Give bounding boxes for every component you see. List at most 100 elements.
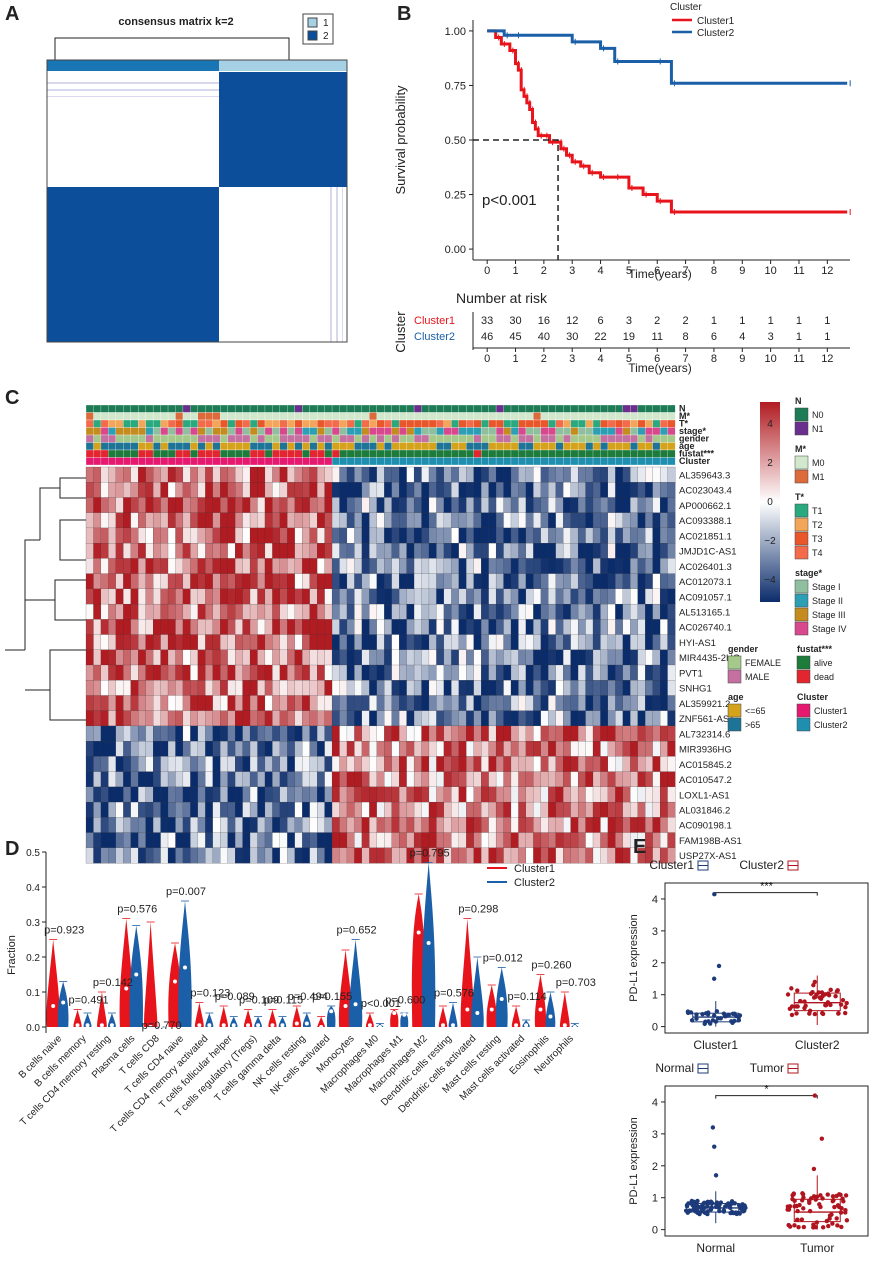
heatmap-cell bbox=[548, 847, 557, 864]
heatmap-cell bbox=[279, 786, 288, 803]
heatmap-cell bbox=[585, 695, 594, 712]
annotation-cell bbox=[220, 427, 229, 436]
heatmap-cell bbox=[100, 741, 109, 757]
risk-count: 1 bbox=[824, 331, 830, 343]
annotation-cell bbox=[212, 457, 221, 466]
heatmap-cell bbox=[212, 558, 221, 575]
violin-cluster2-median bbox=[475, 1011, 480, 1015]
heatmap-cell bbox=[354, 756, 363, 773]
heatmap-cell bbox=[339, 756, 348, 773]
annotation-cell bbox=[167, 427, 176, 436]
violin-ytick-label: 0.1 bbox=[26, 988, 40, 999]
heatmap-cell bbox=[645, 482, 654, 498]
annotation-cell bbox=[406, 427, 415, 436]
heatmap-cell bbox=[272, 527, 281, 544]
heatmap-cell bbox=[384, 512, 393, 529]
heatmap-cell bbox=[466, 847, 475, 864]
heatmap-cell bbox=[175, 497, 184, 514]
heatmap-cell bbox=[428, 786, 437, 803]
annotation-cell bbox=[563, 427, 572, 436]
heatmap-cell bbox=[637, 482, 646, 498]
heatmap-cell bbox=[317, 664, 325, 681]
heatmap-cell bbox=[212, 817, 221, 833]
heatmap-cell bbox=[220, 619, 229, 635]
heatmap-cell bbox=[369, 832, 378, 849]
heatmap-cell bbox=[212, 771, 221, 788]
heatmap-cell bbox=[585, 619, 594, 635]
heatmap-cell bbox=[130, 725, 139, 742]
heatmap-cell bbox=[510, 771, 519, 788]
heatmap-cell bbox=[287, 756, 296, 773]
annotation-cell bbox=[152, 427, 162, 436]
heatmap-cell bbox=[227, 786, 236, 803]
heatmap-cell bbox=[257, 680, 266, 696]
heatmap-cell bbox=[458, 786, 467, 803]
heatmap-cell bbox=[607, 543, 616, 559]
heatmap-cell bbox=[167, 817, 176, 833]
heatmap-cell bbox=[279, 801, 288, 818]
heatmap-cell bbox=[249, 801, 258, 818]
heatmap-cell bbox=[153, 588, 161, 605]
heatmap-cell bbox=[197, 741, 206, 757]
color-scale-tick-label: 0 bbox=[767, 497, 773, 508]
heatmap-cell bbox=[428, 756, 437, 773]
box-point bbox=[729, 1199, 735, 1204]
heatmap-cell bbox=[376, 756, 385, 773]
heatmap-cell bbox=[607, 512, 616, 529]
heatmap-cell bbox=[399, 482, 408, 498]
annotation-cell bbox=[607, 427, 616, 436]
legend-title: gender bbox=[728, 644, 759, 654]
heatmap-cell bbox=[622, 756, 631, 773]
heatmap-cell bbox=[190, 603, 199, 620]
heatmap-cell bbox=[630, 558, 639, 575]
heatmap-cell bbox=[212, 588, 221, 605]
heatmap-cell bbox=[607, 847, 616, 864]
annotation-cell bbox=[577, 434, 586, 443]
heatmap-cell bbox=[563, 847, 572, 864]
heatmap-cell bbox=[242, 710, 251, 727]
heatmap-cell bbox=[518, 832, 527, 849]
box-ytick-label: 2 bbox=[652, 1161, 658, 1173]
heatmap-cell bbox=[182, 741, 191, 757]
heatmap-cell bbox=[108, 588, 117, 605]
heatmap-cell bbox=[272, 558, 281, 575]
annotation-cell bbox=[324, 457, 333, 466]
annotation-cell bbox=[264, 457, 273, 466]
heatmap-cell bbox=[339, 741, 348, 757]
box-point bbox=[736, 1015, 741, 1020]
heatmap-cell bbox=[93, 512, 102, 529]
heatmap-cell bbox=[436, 771, 445, 788]
violin-pvalue: p=0.114 bbox=[507, 991, 546, 1003]
heatmap-cell bbox=[667, 512, 676, 529]
legend-swatch bbox=[794, 531, 809, 546]
heatmap-cell bbox=[190, 832, 199, 849]
box-point bbox=[838, 1210, 844, 1215]
heatmap-cell bbox=[458, 756, 467, 773]
box-point bbox=[843, 1193, 849, 1198]
heatmap-cell bbox=[212, 466, 221, 483]
violin-cluster1 bbox=[317, 1016, 325, 1027]
annotation-cell bbox=[645, 442, 654, 451]
heatmap-cell bbox=[294, 664, 303, 681]
heatmap-cell bbox=[167, 527, 176, 544]
km-xtick-label: 7 bbox=[683, 265, 689, 277]
annotation-cell bbox=[615, 427, 624, 436]
heatmap-cell bbox=[428, 603, 437, 620]
annotation-cell bbox=[346, 457, 355, 466]
heatmap-cell bbox=[93, 710, 102, 727]
heatmap-cell bbox=[503, 497, 512, 514]
legend-label-1: 1 bbox=[323, 18, 329, 29]
heatmap-cell bbox=[585, 664, 594, 681]
violin-cluster2-median bbox=[61, 1000, 66, 1005]
annotation-cell bbox=[645, 434, 654, 443]
heatmap-cell bbox=[331, 603, 340, 620]
heatmap-cell bbox=[123, 741, 132, 757]
heatmap-cell bbox=[197, 527, 206, 544]
annotation-cell bbox=[279, 457, 288, 466]
heatmap-cell bbox=[652, 817, 661, 833]
violin-cluster1-median bbox=[562, 1023, 567, 1028]
annotation-cell bbox=[555, 434, 564, 443]
heatmap-cell bbox=[85, 619, 94, 635]
annotation-cell bbox=[279, 404, 288, 413]
heatmap-cell bbox=[212, 512, 221, 529]
